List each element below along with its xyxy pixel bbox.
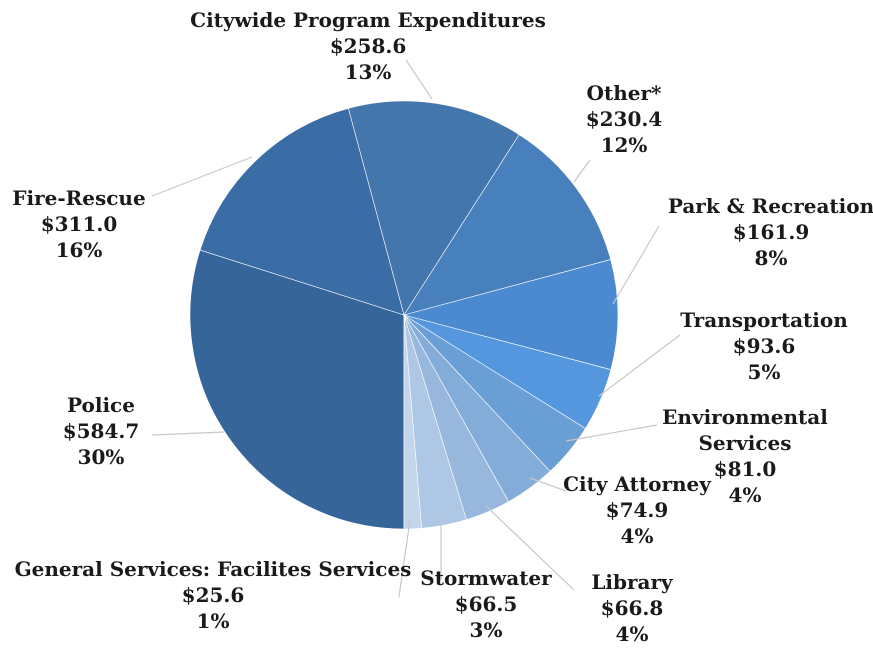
slice-percent-stormwater: 3% xyxy=(470,618,503,642)
leader-line-park-recreation xyxy=(612,225,660,305)
leader-line-other xyxy=(573,159,591,183)
slice-value-environmental-services: $81.0 xyxy=(714,457,777,481)
slice-name-other: Other* xyxy=(587,81,662,105)
slice-name-city-attorney: City Attorney xyxy=(563,472,712,496)
slice-name-fire-rescue: Fire-Rescue xyxy=(12,186,145,210)
slice-value-transportation: $93.6 xyxy=(733,334,796,358)
slice-value-library: $66.8 xyxy=(601,596,664,620)
pie-slice-citywide-program-expenditures xyxy=(348,100,520,316)
slice-name-park-recreation: Park & Recreation xyxy=(668,194,873,218)
pie-slice-other xyxy=(403,134,612,316)
leader-line-citywide-program-expenditures xyxy=(405,59,433,100)
leader-lines xyxy=(151,59,681,598)
slice-value-other: $230.4 xyxy=(586,107,663,131)
leader-line-city-attorney xyxy=(529,477,567,492)
slice-name-part-environmental-services: Services xyxy=(698,431,791,455)
pie-slice-general-services-facilites-services xyxy=(403,314,422,530)
slice-label-park-recreation: Park & Recreation $161.9 8% xyxy=(668,194,873,270)
pie-slices xyxy=(189,100,619,530)
leader-line-transportation xyxy=(598,334,681,397)
slice-percent-environmental-services: 4% xyxy=(729,483,762,507)
slice-percent-library: 4% xyxy=(616,622,649,646)
pie-slice-fire-rescue xyxy=(199,107,405,316)
slice-name-part-environmental-services: Environmental xyxy=(662,405,828,429)
slice-name-transportation: Transportation xyxy=(680,308,848,332)
leader-line-library xyxy=(485,505,575,591)
slice-label-library: Library $66.8 4% xyxy=(591,570,674,646)
leader-line-fire-rescue xyxy=(151,156,253,197)
slice-label-general-services-facilites-services: General Services: Facilites Services $25.… xyxy=(15,557,412,633)
leader-line-general-services-facilites-services xyxy=(398,519,411,598)
pie-slice-police xyxy=(189,249,405,530)
slice-percent-other: 12% xyxy=(601,133,648,157)
leader-line-police xyxy=(151,431,225,436)
slice-percent-police: 30% xyxy=(78,445,125,469)
slice-label-other: Other* $230.4 12% xyxy=(586,81,663,157)
slice-percent-park-recreation: 8% xyxy=(755,246,788,270)
slice-percent-general-services-facilites-services: 1% xyxy=(197,609,230,633)
slice-label-environmental-services: Environmental Services $81.0 4% xyxy=(662,405,828,507)
slice-value-city-attorney: $74.9 xyxy=(606,498,669,522)
slice-value-citywide-program-expenditures: $258.6 xyxy=(330,34,407,58)
slice-label-stormwater: Stormwater $66.5 3% xyxy=(420,566,552,642)
slice-label-fire-rescue: Fire-Rescue $311.0 16% xyxy=(12,186,145,262)
slice-percent-fire-rescue: 16% xyxy=(56,238,103,262)
slice-name-police: Police xyxy=(67,393,135,417)
slice-percent-transportation: 5% xyxy=(748,360,781,384)
slice-value-general-services-facilites-services: $25.6 xyxy=(182,583,245,607)
slice-value-stormwater: $66.5 xyxy=(455,592,518,616)
slice-name-general-services-facilites-services: General Services: Facilites Services xyxy=(15,557,412,581)
slice-value-police: $584.7 xyxy=(63,419,140,443)
slice-label-citywide-program-expenditures: Citywide Program Expenditures $258.6 13% xyxy=(190,8,546,84)
slice-value-fire-rescue: $311.0 xyxy=(41,212,118,236)
pie-slice-park-recreation xyxy=(402,259,619,371)
leader-line-environmental-services xyxy=(565,424,658,442)
slice-percent-city-attorney: 4% xyxy=(621,524,654,548)
slice-labels: Police $584.7 30% Fire-Rescue $311.0 16% Cityw… xyxy=(12,8,873,646)
slice-name-library: Library xyxy=(591,570,674,594)
slice-label-city-attorney: City Attorney $74.9 4% xyxy=(563,472,712,548)
slice-label-transportation: Transportation $93.6 5% xyxy=(680,308,848,384)
slice-percent-citywide-program-expenditures: 13% xyxy=(345,60,392,84)
slice-name-stormwater: Stormwater xyxy=(420,566,552,590)
slice-name-citywide-program-expenditures: Citywide Program Expenditures xyxy=(190,8,546,32)
slice-label-police: Police $584.7 30% xyxy=(63,393,140,469)
slice-value-park-recreation: $161.9 xyxy=(733,220,810,244)
